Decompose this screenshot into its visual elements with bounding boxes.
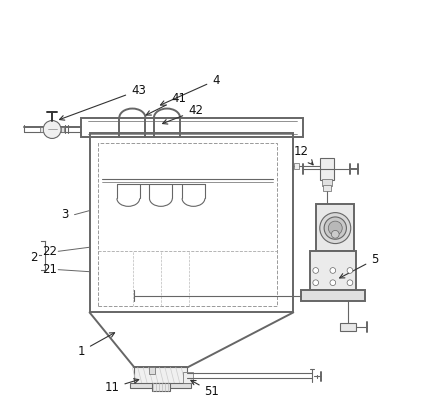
Bar [131,383,191,388]
Circle shape [324,217,346,239]
Text: 41: 41 [146,92,187,115]
Bar [135,368,187,384]
Circle shape [330,280,336,285]
Bar [322,179,332,186]
Bar [323,185,331,191]
Text: 22: 22 [43,245,58,258]
Circle shape [347,268,353,273]
Text: 1: 1 [78,333,115,358]
Text: 21: 21 [43,263,58,276]
Text: 11: 11 [104,379,139,394]
Bar [98,143,277,306]
Text: 51: 51 [191,380,219,399]
Bar [320,158,334,180]
Circle shape [347,280,353,285]
Text: 43: 43 [59,84,146,120]
Circle shape [328,221,342,235]
Circle shape [313,280,318,285]
Bar [61,128,64,131]
Bar [149,368,155,374]
Circle shape [330,268,336,273]
Bar [152,382,170,391]
Bar [316,204,354,252]
Circle shape [320,213,351,244]
Bar [301,290,365,301]
Text: 4: 4 [160,74,220,105]
Bar [90,133,293,313]
Bar [294,163,299,169]
Bar [40,128,43,131]
Text: 2: 2 [30,251,37,264]
Text: 42: 42 [163,104,203,124]
Circle shape [43,121,61,138]
Bar [340,323,357,331]
Text: 3: 3 [61,208,69,221]
Text: 5: 5 [340,253,378,278]
Circle shape [331,230,339,238]
Text: 12: 12 [294,145,313,165]
Bar [81,118,304,137]
Bar [183,373,194,382]
Bar [309,252,357,290]
Circle shape [313,268,318,273]
